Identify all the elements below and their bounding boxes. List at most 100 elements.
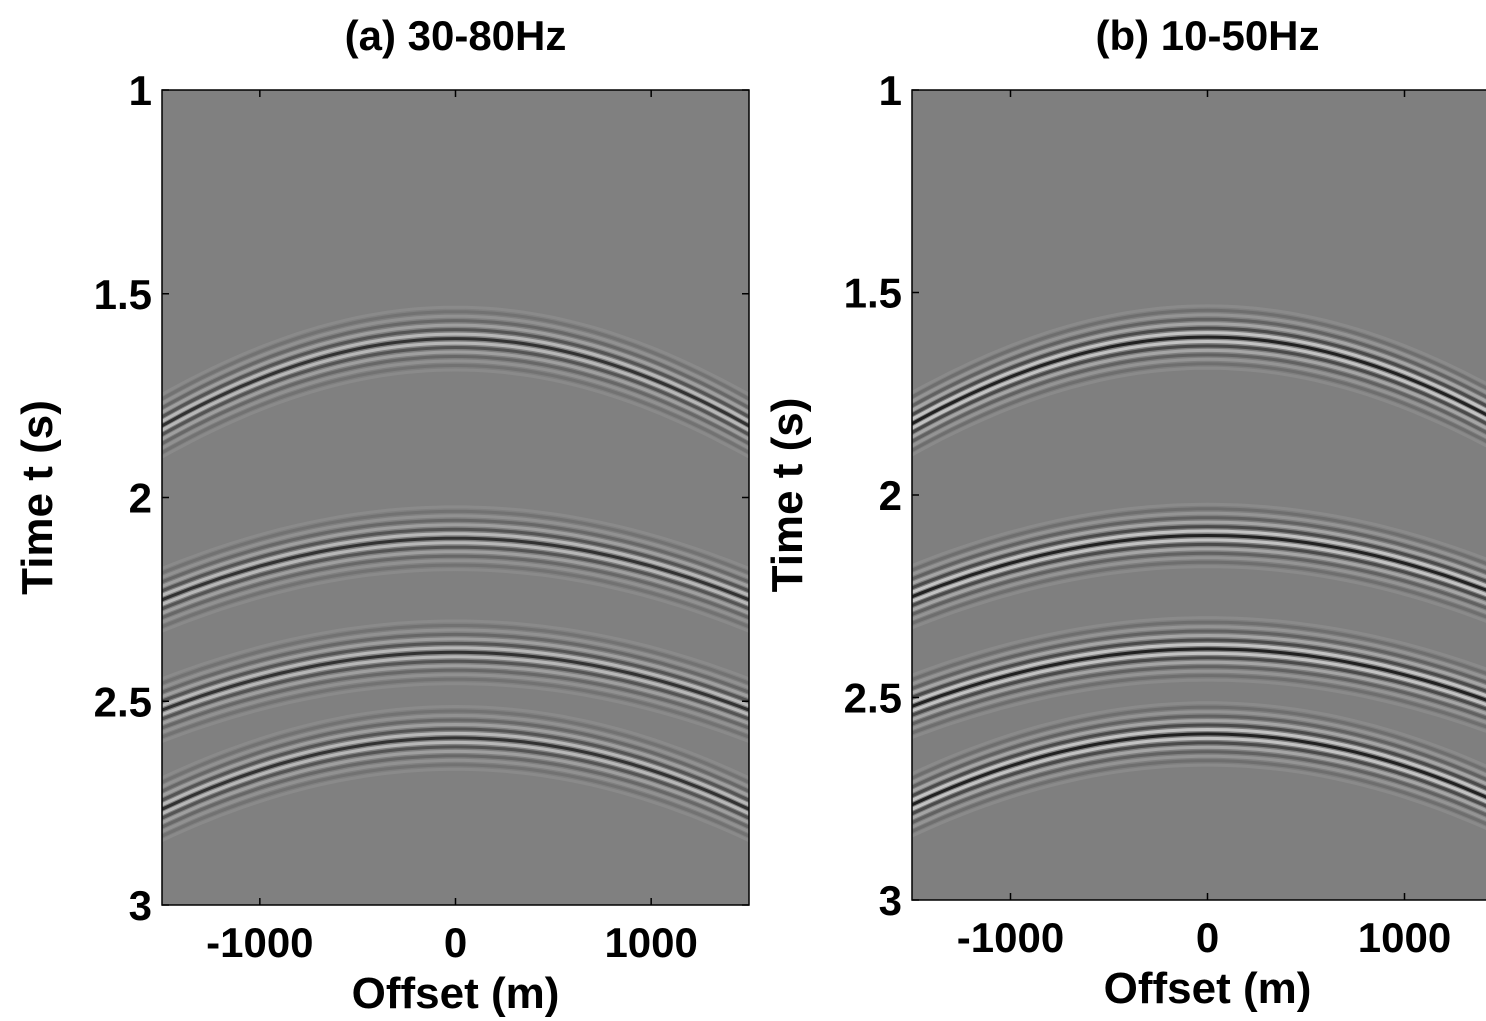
x-tick-label: -1000	[957, 914, 1064, 961]
reflection-event	[912, 736, 1486, 811]
reflection-event	[162, 514, 749, 579]
reflection-event	[162, 550, 749, 615]
reflection-event	[912, 556, 1486, 621]
reflection-event	[162, 328, 749, 419]
reflection-event	[912, 719, 1486, 793]
reflection-event	[162, 523, 749, 588]
reflection-event	[912, 638, 1486, 699]
reflection-event	[912, 754, 1486, 829]
reflection-event	[162, 314, 749, 405]
reflection-event	[162, 709, 749, 784]
reflection-event	[162, 509, 749, 575]
reflection-event	[162, 505, 749, 570]
reflection-event	[912, 565, 1486, 630]
reflection-event	[162, 368, 749, 459]
reflection-event	[162, 664, 749, 725]
reflection-event	[162, 713, 749, 789]
reflection-event	[912, 335, 1486, 426]
reflection-event	[912, 674, 1486, 735]
reflection-event	[162, 345, 749, 437]
reflection-event	[162, 359, 749, 450]
reflection-event	[912, 322, 1486, 412]
y-tick-label: 1.5	[844, 270, 902, 317]
reflection-event	[162, 518, 749, 584]
reflection-event	[162, 619, 749, 681]
reflection-event	[162, 677, 749, 739]
reflection-event	[162, 646, 749, 708]
reflection-event	[162, 545, 749, 611]
reflection-event	[162, 554, 749, 620]
reflection-event	[912, 339, 1486, 430]
reflection-event	[162, 659, 749, 721]
reflection-event	[162, 736, 749, 811]
reflection-event	[162, 758, 749, 833]
y-tick-label: 1	[879, 67, 902, 114]
y-axis-label: Time t (s)	[13, 400, 62, 595]
reflection-event	[162, 323, 749, 414]
reflection-event	[912, 763, 1486, 838]
y-tick-label: 2.5	[844, 675, 902, 722]
reflection-event	[912, 759, 1486, 833]
reflection-event	[912, 357, 1486, 448]
x-tick-label: 1000	[604, 919, 697, 966]
reflection-event	[162, 628, 749, 690]
reflection-event	[162, 541, 749, 606]
reflection-event	[912, 741, 1486, 816]
chart-title: (a) 30-80Hz	[345, 12, 567, 59]
reflection-event	[162, 559, 749, 624]
reflection-event	[162, 305, 749, 396]
reflection-event	[912, 308, 1486, 399]
reflection-event	[912, 625, 1486, 686]
reflection-event	[912, 326, 1486, 417]
reflection-event	[912, 353, 1486, 443]
y-tick-label: 3	[129, 882, 152, 929]
reflection-event	[912, 710, 1486, 784]
reflection-event	[912, 516, 1486, 581]
reflection-event	[912, 507, 1486, 572]
reflection-event	[162, 568, 749, 633]
reflection-event	[912, 348, 1486, 439]
reflection-event	[162, 727, 749, 802]
reflection-event	[912, 647, 1486, 708]
reflection-event	[162, 632, 749, 694]
panel	[912, 90, 1486, 900]
reflection-event	[912, 313, 1486, 403]
reflection-event	[912, 642, 1486, 704]
x-axis-label: Offset (m)	[1104, 964, 1312, 1013]
reflection-event	[912, 551, 1486, 616]
y-tick-label: 2	[129, 475, 152, 522]
reflection-event	[912, 669, 1486, 731]
reflection-event	[912, 727, 1486, 802]
x-tick-label: 0	[1196, 914, 1219, 961]
reflection-event	[162, 655, 749, 717]
reflection-event	[912, 560, 1486, 625]
reflection-event	[162, 763, 749, 838]
reflection-event	[912, 665, 1486, 726]
reflection-event	[912, 511, 1486, 576]
reflection-event	[162, 767, 749, 842]
y-tick-label: 2.5	[94, 678, 152, 725]
panel	[162, 90, 749, 905]
reflection-event	[912, 366, 1486, 457]
reflection-event	[162, 532, 749, 597]
reflection-event	[912, 547, 1486, 612]
reflection-event	[162, 722, 749, 798]
reflection-event	[162, 682, 749, 743]
reflection-event	[912, 331, 1486, 421]
reflection-event	[912, 502, 1486, 567]
reflection-event	[162, 337, 749, 428]
reflection-event	[912, 660, 1486, 722]
reflection-event	[162, 668, 749, 730]
reflection-event	[912, 538, 1486, 603]
chart-title: (b) 10-50Hz	[1095, 12, 1319, 59]
reflection-event	[912, 629, 1486, 690]
reflection-event	[162, 310, 749, 401]
reflection-event	[912, 723, 1486, 798]
reflection-event	[912, 705, 1486, 780]
reflection-event	[912, 520, 1486, 585]
reflection-event	[912, 529, 1486, 594]
reflection-event	[912, 525, 1486, 590]
reflection-event	[912, 362, 1486, 452]
